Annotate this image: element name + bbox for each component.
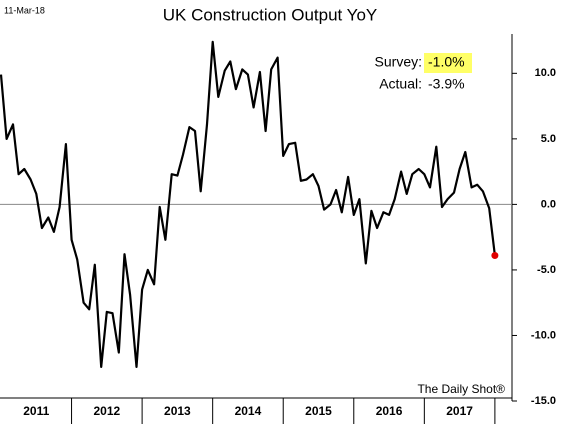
highlight bbox=[424, 53, 472, 73]
last-point bbox=[491, 252, 499, 260]
survey-label: Survey: bbox=[375, 54, 422, 70]
y-tick-label: -15.0 bbox=[531, 395, 556, 407]
source: The Daily Shot® bbox=[417, 382, 505, 396]
chart-title: UK Construction Output YoY bbox=[163, 5, 378, 24]
y-tick-label: 10.0 bbox=[535, 67, 556, 79]
x-tick-label: 2016 bbox=[376, 404, 403, 418]
x-tick-label: 2014 bbox=[235, 404, 262, 418]
actual-value: -3.9% bbox=[428, 76, 465, 92]
x-tick-label: 2013 bbox=[164, 404, 191, 418]
x-tick-label: 2015 bbox=[305, 404, 332, 418]
y-tick-label: -5.0 bbox=[537, 264, 556, 276]
date-label: 11-Mar-18 bbox=[4, 5, 45, 15]
y-tick-label: 5.0 bbox=[541, 133, 556, 145]
actual-label: Actual: bbox=[379, 76, 422, 92]
x-tick-label: 2012 bbox=[93, 404, 120, 418]
survey-value: -1.0% bbox=[428, 54, 465, 70]
x-tick-label: 2017 bbox=[446, 404, 473, 418]
x-tick-label: 2011 bbox=[23, 404, 49, 418]
y-tick-label: 0.0 bbox=[541, 198, 556, 210]
line-series bbox=[0, 40, 496, 368]
y-tick-label: -10.0 bbox=[531, 329, 556, 341]
